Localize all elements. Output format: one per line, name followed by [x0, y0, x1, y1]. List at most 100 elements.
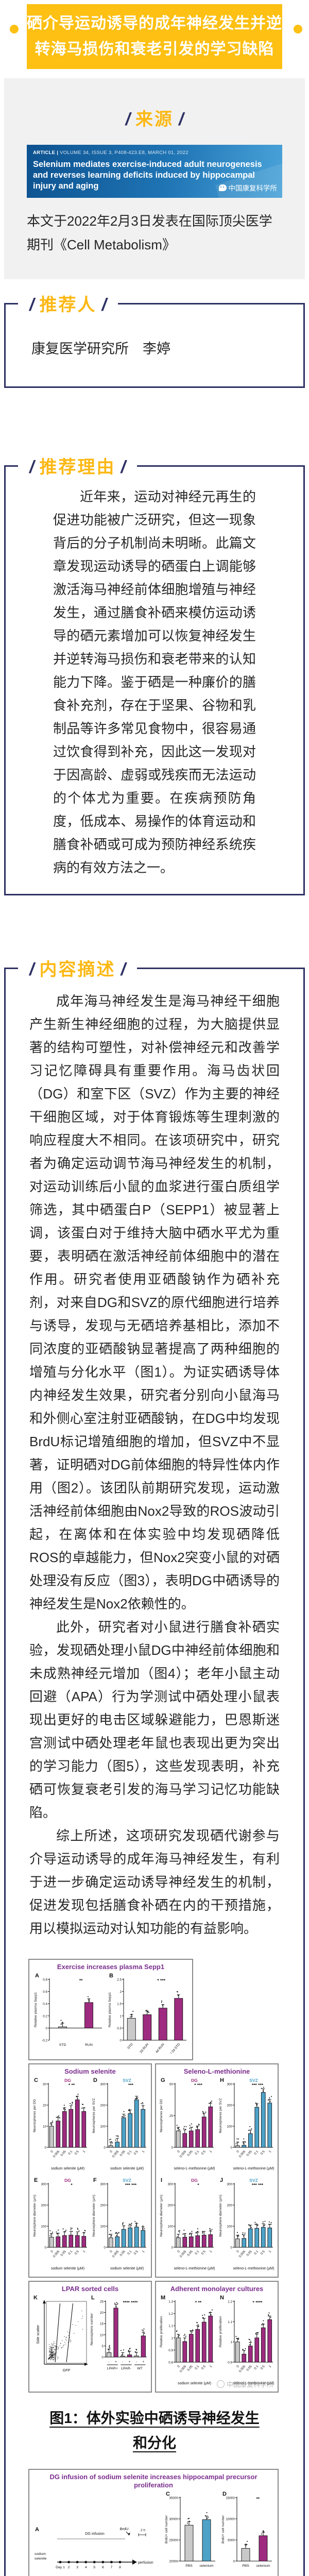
svg-text:selenium: selenium — [199, 2564, 214, 2568]
svg-text:1: 1 — [171, 2336, 173, 2340]
svg-text:**: ** — [256, 2496, 260, 2501]
svg-text:5: 5 — [93, 2566, 95, 2569]
figure-panel-C: C 20000 25000 30000 35000 BrdU+ cell number PB… — [163, 2489, 218, 2576]
figure-panel-E: E 0 100 200 300 Neurosphere diameter (μm) 0 0.0… — [31, 2176, 90, 2274]
svg-text:2d RUN 2d STD: 2d RUN 2d STD — [163, 2042, 181, 2054]
svg-text:10: 10 — [43, 2125, 47, 2129]
svg-text:20000: 20000 — [169, 2560, 178, 2564]
svg-text:0: 0 — [44, 2146, 46, 2150]
svg-text:2: 2 — [119, 1990, 122, 1994]
svg-text:0: 0 — [230, 2246, 232, 2250]
svg-text:*: * — [197, 2182, 199, 2188]
slash-icon: / — [29, 295, 35, 315]
source-description: 本文于2022年2月3日发表在国际顶尖医学期刊《Cell Metabolism》 — [27, 213, 272, 252]
figure-1-caption: 图1：体外实验中硒诱导神经发生和分化 — [49, 2410, 260, 2451]
figure-1-group-box: Exercise increases plasma Sepp1 A -0.2 0 0.2… — [28, 1959, 193, 2063]
svg-text:LPAR+: LPAR+ — [107, 2367, 118, 2370]
figure-2: DG infusion of sodium selenite increases… — [28, 2469, 281, 2576]
svg-text:0.1: 0.1 — [67, 2149, 73, 2156]
svg-text:0: 0 — [50, 2249, 54, 2253]
svg-text:1.3: 1.3 — [168, 2300, 173, 2304]
svg-text:200: 200 — [41, 2204, 46, 2208]
svg-text:SVZ: SVZ — [249, 2178, 258, 2183]
journal-watermark: 中国康复科学所 — [218, 182, 277, 193]
figure-1-group-box: Sodium selenite C 0 10 20 30 Neurospheres per … — [28, 2063, 152, 2278]
svg-text:3: 3 — [76, 2566, 78, 2569]
svg-text:-: - — [109, 2360, 110, 2364]
figure-group-title: Adherent monolayer cultures — [170, 2285, 264, 2293]
svg-text:STD: STD — [127, 2043, 134, 2050]
svg-text:Side scatter: Side scatter — [37, 2325, 40, 2344]
svg-text:Neurosphere diameter (μm): Neurosphere diameter (μm) — [33, 2195, 37, 2236]
source-heading-label: 来源 — [135, 110, 174, 129]
svg-text:BrdU+ cell number: BrdU+ cell number — [221, 2515, 225, 2544]
svg-text:100: 100 — [227, 2225, 232, 2229]
figure-panel-I: I 0 100 200 300 Neurosphere diameter (μm) 0 0.0… — [158, 2176, 216, 2274]
svg-text:F: F — [93, 2177, 97, 2183]
svg-text:seleno-L-methionine (μM): seleno-L-methionine (μM) — [233, 2382, 274, 2385]
reason-heading-label: 推荐理由 — [39, 457, 116, 477]
svg-text:PBS: PBS — [185, 2564, 193, 2568]
article-title-banner: 硒介导运动诱导的成年神经发生并逆 转海马损伤和衰老引发的学习缺陷 — [27, 4, 282, 69]
svg-text:+: + — [143, 2360, 145, 2364]
svg-text:0.1: 0.1 — [194, 2364, 200, 2370]
svg-text:0.1: 0.1 — [67, 2249, 73, 2256]
svg-text:M: M — [161, 2295, 165, 2301]
svg-text:C: C — [34, 2077, 38, 2083]
figure-group-title: DG infusion of sodium selenite increases… — [49, 2473, 258, 2489]
svg-text:0.05: 0.05 — [60, 2249, 67, 2257]
svg-text:0.005: 0.005 — [53, 2249, 61, 2258]
svg-text:2 h: 2 h — [141, 2529, 145, 2532]
svg-text:N: N — [220, 2295, 224, 2301]
svg-text:0.05: 0.05 — [186, 2249, 194, 2257]
slash-icon: / — [101, 295, 107, 315]
svg-text:0.005: 0.005 — [179, 2149, 187, 2158]
slash-icon: / — [29, 960, 35, 979]
svg-text:200: 200 — [100, 2104, 106, 2108]
svg-text:*** ***: *** *** — [252, 2082, 264, 2088]
figure-panels: K Side scatter GFP L 0 5 10 15 20 25 Neurosphere n… — [30, 2293, 150, 2378]
svg-text:Relative plasma Sepp1: Relative plasma Sepp1 — [34, 1992, 38, 2027]
svg-text:Neurospheres per SVZ: Neurospheres per SVZ — [219, 2098, 222, 2133]
figure-panel-K: K Side scatter GFP — [31, 2293, 89, 2378]
svg-text:D: D — [222, 2491, 227, 2497]
svg-text:Relative proliferation: Relative proliferation — [219, 2316, 222, 2347]
summary-section: / 内容摘述 / 成年海马神经发生是海马神经干细胞产生新生神经细胞的过程，为大脑提供… — [4, 955, 305, 2576]
svg-text:0.005: 0.005 — [112, 2149, 120, 2158]
figure-2-group-box: DG infusion of sodium selenite increases… — [28, 2469, 279, 2576]
figure-panel-B: B 0 0.5 1 1.5 2 2.5 Relative plasma Sepp1 STD 2d … — [107, 1971, 189, 2063]
svg-text:Neurospheres per SVZ: Neurospheres per SVZ — [92, 2098, 96, 2133]
svg-text:100: 100 — [167, 2225, 173, 2229]
svg-text:1: 1 — [142, 2249, 146, 2253]
svg-text:10000: 10000 — [226, 2518, 235, 2521]
svg-text:0: 0 — [230, 2146, 232, 2150]
figure-panels: C 0 10 20 30 Neurospheres per DG 0 0.005 0.05 0.1… — [30, 2076, 150, 2274]
svg-text:1.2: 1.2 — [228, 2300, 232, 2304]
svg-text:200: 200 — [167, 2204, 173, 2208]
svg-text:0.8: 0.8 — [43, 1978, 47, 1982]
svg-text:0: 0 — [177, 2364, 181, 2368]
svg-text:0.9: 0.9 — [168, 2349, 173, 2352]
svg-text:0.05: 0.05 — [119, 2249, 126, 2257]
svg-text:SVZ: SVZ — [249, 2078, 258, 2083]
summary-paragraph-3: 综上所述，这项研究发现硒代谢参与介导运动诱导的成年海马神经发生，有利于进一步确定… — [29, 1828, 280, 1936]
svg-text:selenite: selenite — [35, 2557, 47, 2561]
svg-text:100: 100 — [100, 2125, 106, 2129]
svg-text:LPAR-: LPAR- — [122, 2367, 132, 2370]
svg-text:0.005: 0.005 — [53, 2149, 61, 2158]
svg-text:A: A — [35, 1973, 39, 1979]
svg-text:0: 0 — [44, 2246, 46, 2250]
svg-text:*** ***: *** *** — [252, 2182, 264, 2188]
svg-text:4d RUN: 4d RUN — [155, 2042, 165, 2054]
svg-text:* ***: * *** — [157, 1978, 165, 1983]
reason-paragraph: 近年来，运动对神经元再生的促进功能被广泛研究，但这一现象背后的分子机制尚未明晰。… — [53, 489, 256, 875]
svg-text:Day 1: Day 1 — [56, 2566, 65, 2569]
figure-panel-J: J 0 100 200 300 Neurosphere diameter (μm) 0 0.0… — [217, 2176, 276, 2274]
svg-text:20: 20 — [43, 2104, 47, 2108]
svg-text:0: 0 — [102, 2356, 104, 2360]
svg-text:15: 15 — [100, 2323, 104, 2326]
journal-screenshot-card[interactable]: ARTICLE | VOLUME 34, ISSUE 3, P408-423.E… — [27, 145, 282, 198]
svg-text:A: A — [35, 2527, 39, 2533]
